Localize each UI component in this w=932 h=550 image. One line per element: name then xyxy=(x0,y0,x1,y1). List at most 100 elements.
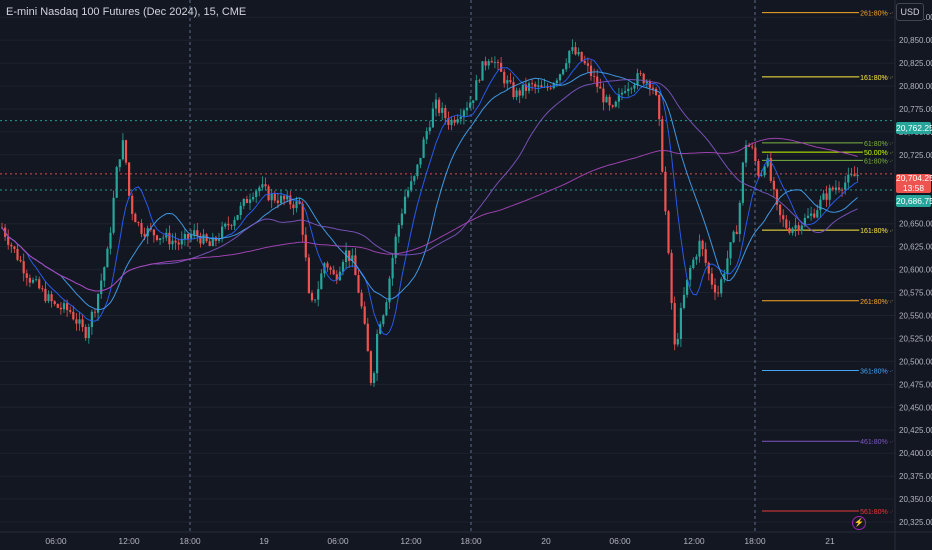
candle-body xyxy=(81,319,84,327)
candle-body xyxy=(47,294,50,302)
candle-body xyxy=(180,238,183,245)
candle-body xyxy=(782,215,785,220)
candle-body xyxy=(472,100,475,103)
candle-body xyxy=(131,195,134,214)
x-tick-label: 12:00 xyxy=(118,536,140,546)
candle-body xyxy=(301,203,304,235)
candle-body xyxy=(608,96,611,106)
candle-body xyxy=(447,118,450,126)
moving-average-line xyxy=(1,57,858,336)
candle-body xyxy=(335,274,338,281)
y-tick-label: 20,725.00 xyxy=(899,151,932,160)
candle-body xyxy=(140,223,143,234)
candle-body xyxy=(419,157,422,165)
candle-body xyxy=(692,259,695,269)
y-tick-label: 20,850.00 xyxy=(899,36,932,45)
candle-body xyxy=(788,227,791,233)
candle-body xyxy=(599,86,602,89)
candle-body xyxy=(59,307,62,310)
candle-body xyxy=(717,292,720,294)
candle-body xyxy=(87,327,90,339)
fib-level-label: 61.80% · xyxy=(864,141,892,148)
candle-body xyxy=(707,262,710,274)
candle-body xyxy=(837,187,841,190)
candle-body xyxy=(230,225,233,227)
candle-body xyxy=(403,196,407,214)
y-tick-label: 20,775.00 xyxy=(899,105,932,114)
candle-body xyxy=(112,197,115,233)
candle-body xyxy=(400,213,403,226)
candle-body xyxy=(137,222,140,224)
candle-body xyxy=(72,311,75,320)
y-tick-label: 20,625.00 xyxy=(899,243,932,252)
candle-body xyxy=(397,225,400,237)
candle-body xyxy=(512,82,515,98)
x-tick-label: 18:00 xyxy=(744,536,766,546)
candle-body xyxy=(326,263,329,268)
candle-body xyxy=(171,240,174,245)
candle-body xyxy=(348,250,351,262)
candle-body xyxy=(248,199,252,203)
candle-body xyxy=(518,90,521,96)
candle-body xyxy=(670,253,673,304)
candle-body xyxy=(478,80,481,82)
candle-body xyxy=(382,315,385,325)
candle-body xyxy=(366,323,369,352)
candle-body xyxy=(441,107,444,113)
candle-body xyxy=(413,176,416,182)
candle-body xyxy=(496,62,500,63)
candle-body xyxy=(314,299,317,301)
candle-body xyxy=(593,75,596,77)
candle-body xyxy=(279,195,283,203)
candle-body xyxy=(177,242,180,245)
fib-level-label: 61.80% · xyxy=(864,158,892,165)
lightning-icon[interactable]: ⚡ xyxy=(852,516,866,530)
candle-body xyxy=(596,76,599,87)
candle-body xyxy=(227,223,230,226)
candle-body xyxy=(648,81,651,88)
candle-body xyxy=(803,217,806,226)
y-tick-label: 20,475.00 xyxy=(899,380,932,389)
candle-body xyxy=(568,50,571,64)
candle-body xyxy=(159,238,162,241)
candle-body xyxy=(407,190,410,197)
candle-body xyxy=(819,199,822,211)
candle-body xyxy=(286,195,289,200)
candle-body xyxy=(555,80,558,84)
candle-body xyxy=(78,319,81,324)
last-price-value: 20,704.25 xyxy=(896,173,932,183)
y-tick-label: 20,450.00 xyxy=(899,403,932,412)
candle-body xyxy=(453,119,456,123)
y-tick-label: 20,650.00 xyxy=(899,220,932,229)
x-tick-label: 21 xyxy=(825,536,835,546)
candle-body xyxy=(7,236,10,245)
candle-body xyxy=(655,88,658,95)
candle-body xyxy=(469,102,472,108)
currency-selector[interactable]: USD xyxy=(896,3,924,21)
candle-body xyxy=(682,294,686,308)
x-tick-label: 12:00 xyxy=(400,536,422,546)
candle-body xyxy=(22,261,25,274)
candle-body xyxy=(484,61,487,66)
candle-body xyxy=(438,99,441,113)
y-tick-label: 20,425.00 xyxy=(899,426,932,435)
y-tick-label: 20,500.00 xyxy=(899,357,932,366)
candle-body xyxy=(143,233,146,237)
candle-body xyxy=(503,71,506,84)
candle-body xyxy=(493,62,496,63)
candle-body xyxy=(211,237,214,247)
candle-body xyxy=(828,187,831,200)
candle-body xyxy=(726,258,729,274)
candle-body xyxy=(679,307,682,340)
candle-body xyxy=(261,184,264,188)
candle-body xyxy=(636,73,639,86)
candle-body xyxy=(428,127,431,132)
candle-body xyxy=(729,242,732,259)
candle-body xyxy=(28,277,31,283)
candle-body xyxy=(686,279,689,295)
candle-body xyxy=(190,235,193,239)
candle-body xyxy=(797,225,800,231)
candle-body xyxy=(806,215,810,218)
candle-body xyxy=(388,278,391,303)
